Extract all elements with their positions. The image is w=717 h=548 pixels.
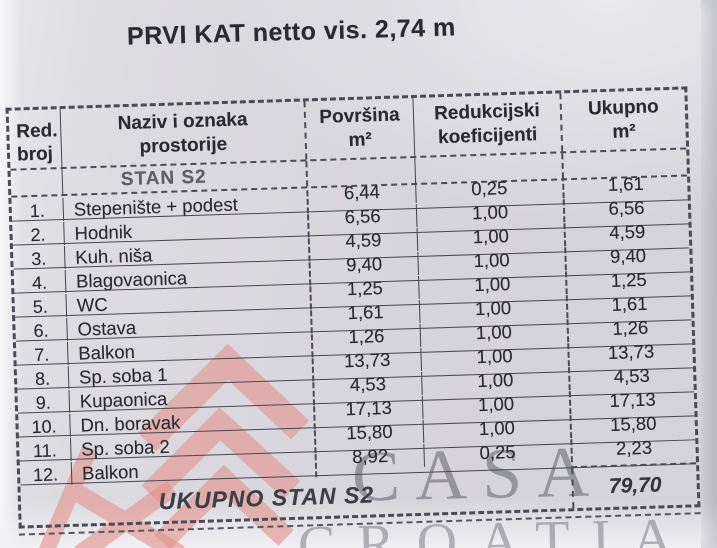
room-area: 9,40 — [310, 251, 420, 279]
room-coefficient: 1,00 — [418, 247, 567, 275]
header-povrsina: Površina m² — [305, 97, 416, 160]
header-naziv: Naziv i oznaka prostorije — [60, 101, 308, 168]
room-area: 4,59 — [309, 227, 419, 255]
room-coefficient: 0,25 — [416, 175, 565, 203]
room-area: 4,53 — [314, 371, 423, 399]
room-area: 6,56 — [308, 203, 418, 231]
room-total: 1,61 — [611, 292, 648, 315]
room-area: 15,80 — [315, 419, 425, 447]
room-area: 8,92 — [316, 443, 426, 471]
room-coefficient: 1,00 — [417, 223, 567, 251]
room-coefficient: 1,00 — [422, 391, 572, 419]
room-total: 6,56 — [608, 196, 645, 219]
room-total: 2,23 — [615, 436, 653, 459]
room-total: 9,40 — [609, 244, 647, 267]
room-total: 13,73 — [607, 340, 655, 364]
header-label: Ukupno — [587, 96, 660, 120]
room-total: 15,80 — [609, 412, 657, 435]
room-total: 1,61 — [607, 172, 645, 195]
row-number: 10. — [18, 413, 71, 439]
room-coefficient: 1,00 — [421, 343, 570, 371]
area-table: Red. broj Naziv i oznaka prostorije Povr… — [5, 86, 701, 529]
row-number: 12. — [19, 461, 73, 487]
room-coefficient: 1,00 — [420, 319, 570, 347]
room-total: 17,13 — [609, 388, 656, 411]
section-spacer — [10, 169, 64, 196]
row-number: 3. — [12, 246, 66, 271]
header-label: Površina — [319, 104, 400, 129]
room-coefficient: 1,00 — [419, 271, 568, 299]
header-label: broj — [16, 143, 54, 166]
room-total: 4,59 — [608, 220, 646, 243]
row-number: 11. — [18, 437, 72, 463]
header-unit: m² — [612, 121, 637, 143]
header-label: Naziv i oznaka — [117, 109, 248, 135]
header-label: prostorije — [139, 133, 228, 158]
header-label: koeficijenti — [437, 124, 538, 149]
header-unit: m² — [348, 129, 373, 152]
room-coefficient: 1,00 — [416, 199, 566, 227]
room-coefficient: 0,25 — [424, 439, 573, 467]
room-coefficient: 1,00 — [423, 415, 573, 443]
header-red-broj: Red. broj — [8, 109, 63, 169]
room-area: 13,73 — [313, 347, 423, 375]
room-total: 1,26 — [611, 316, 649, 339]
row-number: 6. — [15, 317, 68, 343]
room-area: 6,44 — [308, 179, 417, 207]
room-coefficient: 1,00 — [419, 295, 569, 323]
row-number: 1. — [11, 198, 65, 223]
header-redukcijski: Redukcijski koeficijenti — [413, 93, 564, 156]
row-number: 5. — [14, 293, 68, 319]
room-area: 17,13 — [314, 395, 424, 423]
row-number: 9. — [17, 389, 71, 415]
room-area: 1,61 — [311, 299, 421, 327]
room-coefficient: 1,00 — [422, 367, 571, 395]
room-total: 4,53 — [613, 364, 651, 387]
row-number: 7. — [15, 341, 69, 367]
row-number: 2. — [12, 222, 65, 247]
row-number: 4. — [13, 270, 67, 295]
header-label: Redukcijski — [433, 100, 541, 125]
row-number: 8. — [16, 365, 70, 391]
room-area: 1,26 — [312, 323, 422, 351]
room-total: 1,25 — [610, 268, 648, 291]
table-rows: 1. Stepenište + podest 6,44 0,25 1,61 2.… — [11, 173, 697, 487]
header-ukupno: Ukupno m² — [561, 89, 686, 151]
room-area: 1,25 — [311, 275, 420, 303]
header-label: Red. — [15, 119, 58, 142]
total-value: 79,70 — [573, 464, 697, 508]
